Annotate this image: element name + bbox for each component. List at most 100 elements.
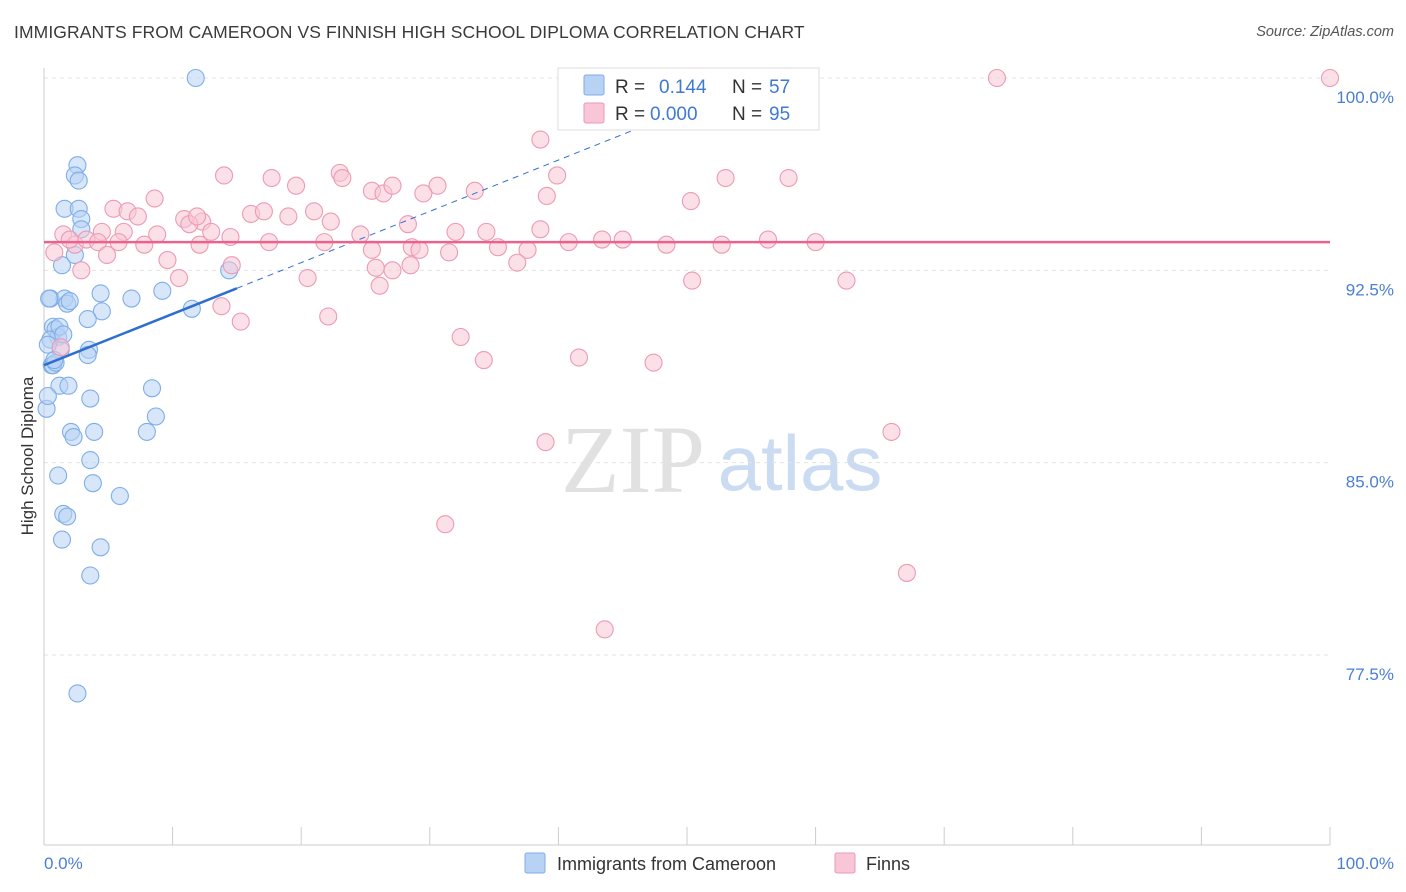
data-points (37, 68, 1340, 703)
y-axis-label: High School Diploma (18, 376, 37, 535)
cameroon-point-42 (49, 466, 68, 485)
finns-point-11 (779, 168, 798, 188)
finns-point-7 (333, 168, 352, 188)
cameroon-point-15 (153, 281, 172, 300)
legend-swatch-finns (583, 102, 605, 124)
finns-point-43 (135, 235, 154, 254)
finns-point-58 (45, 243, 64, 262)
cameroon-point-43 (83, 474, 102, 493)
finns-point-5 (531, 130, 550, 149)
y-tick-label-1: 92.5% (1346, 280, 1394, 299)
finns-point-17 (537, 186, 556, 206)
y-tick-labels: 100.0% 92.5% 85.0% 77.5% (1336, 88, 1394, 684)
finns-point-72 (212, 297, 231, 316)
finns-point-70 (837, 271, 856, 290)
cameroon-point-49 (81, 566, 100, 585)
finns-point-28 (321, 212, 340, 231)
y-tick-label-3: 77.5% (1346, 665, 1394, 684)
finns-point-62 (366, 258, 385, 277)
finns-point-19 (681, 192, 700, 211)
finns-point-89 (440, 243, 459, 262)
finns-point-56 (712, 235, 731, 254)
legend-r-label-cameroon: R = (615, 77, 645, 98)
chart-source: Source: ZipAtlas.com (1256, 24, 1394, 40)
legend-r-value-cameroon: 0.144 (659, 77, 707, 98)
legend-n-label-cameroon: N = (732, 77, 762, 98)
legend-n-value-finns: 95 (769, 104, 790, 125)
finns-point-87 (465, 181, 484, 200)
finns-point-8 (214, 166, 234, 185)
trend-line-cameroon (43, 287, 238, 367)
finns-point-83 (897, 563, 916, 582)
series-legend-swatch-cameroon (524, 852, 546, 874)
finns-point-92 (187, 207, 207, 226)
legend-r-label-finns: R = (615, 104, 645, 125)
cameroon-point-40 (64, 427, 83, 447)
cameroon-point-4 (69, 171, 88, 190)
finns-point-60 (158, 251, 177, 270)
finns-point-2 (987, 68, 1006, 88)
finns-point-29 (398, 215, 417, 234)
finns-point-57 (758, 230, 778, 249)
watermark-zip: ZIP (561, 406, 705, 513)
finns-point-94 (716, 168, 735, 188)
finns-point-16 (428, 176, 447, 195)
cameroon-point-18 (92, 302, 111, 321)
finns-point-81 (882, 422, 901, 441)
x-tick-label-left: 0.0% (44, 854, 83, 873)
finns-point-88 (305, 202, 324, 221)
finns-point-22 (128, 207, 147, 226)
cameroon-point-33 (81, 389, 100, 408)
finns-point-10 (548, 166, 567, 185)
finns-point-44 (190, 235, 209, 254)
finns-point-71 (370, 276, 389, 295)
finns-point-32 (531, 220, 550, 239)
chart-title: IMMIGRANTS FROM CAMEROON VS FINNISH HIGH… (14, 22, 805, 42)
finns-point-77 (569, 348, 589, 367)
series-legend-label-finns: Finns (866, 854, 910, 874)
cameroon-point-0 (186, 68, 205, 88)
correlation-legend: R = 0.144 N = 57 R = 0.000 N = 95 (557, 67, 820, 131)
cameroon-point-54 (60, 292, 79, 311)
finns-point-55 (657, 235, 676, 254)
cameroon-point-36 (38, 386, 57, 406)
series-legend-swatch-finns (834, 852, 856, 874)
finns-point-84 (595, 620, 614, 639)
cameroon-point-35 (146, 407, 165, 426)
finns-point-3 (1320, 68, 1340, 88)
cameroon-point-50 (68, 684, 87, 703)
cameroon-point-13 (91, 284, 110, 303)
finns-point-65 (508, 253, 527, 272)
finns-point-90 (60, 230, 79, 249)
finns-point-12 (287, 176, 306, 195)
finns-point-37 (202, 222, 221, 241)
cameroon-point-19 (78, 310, 97, 329)
x-tick-label-right: 100.0% (1336, 854, 1394, 873)
x-axis-ticks (43, 827, 1331, 845)
finns-point-49 (410, 240, 429, 259)
finns-point-15 (383, 176, 402, 195)
finns-point-67 (169, 268, 189, 288)
legend-r-value-finns: 0.000 (650, 104, 698, 125)
finns-point-93 (351, 225, 370, 244)
cameroon-point-39 (137, 422, 156, 441)
finns-point-80 (536, 433, 555, 452)
legend-n-value-cameroon: 57 (769, 77, 790, 98)
finns-point-9 (262, 168, 281, 188)
finns-point-66 (72, 261, 91, 280)
finns-point-54 (613, 230, 632, 249)
finns-point-26 (254, 202, 273, 221)
finns-point-63 (383, 261, 402, 280)
finns-point-64 (401, 256, 420, 275)
finns-point-78 (644, 353, 663, 372)
legend-swatch-cameroon (583, 74, 605, 96)
finns-point-75 (451, 327, 470, 347)
finns-point-69 (683, 271, 702, 290)
finns-point-68 (298, 268, 317, 288)
series-legend: Immigrants from Cameroon Finns (524, 852, 910, 874)
cameroon-point-46 (58, 507, 77, 526)
finns-point-27 (279, 207, 298, 226)
cameroon-point-53 (40, 289, 59, 308)
finns-point-47 (362, 240, 381, 259)
